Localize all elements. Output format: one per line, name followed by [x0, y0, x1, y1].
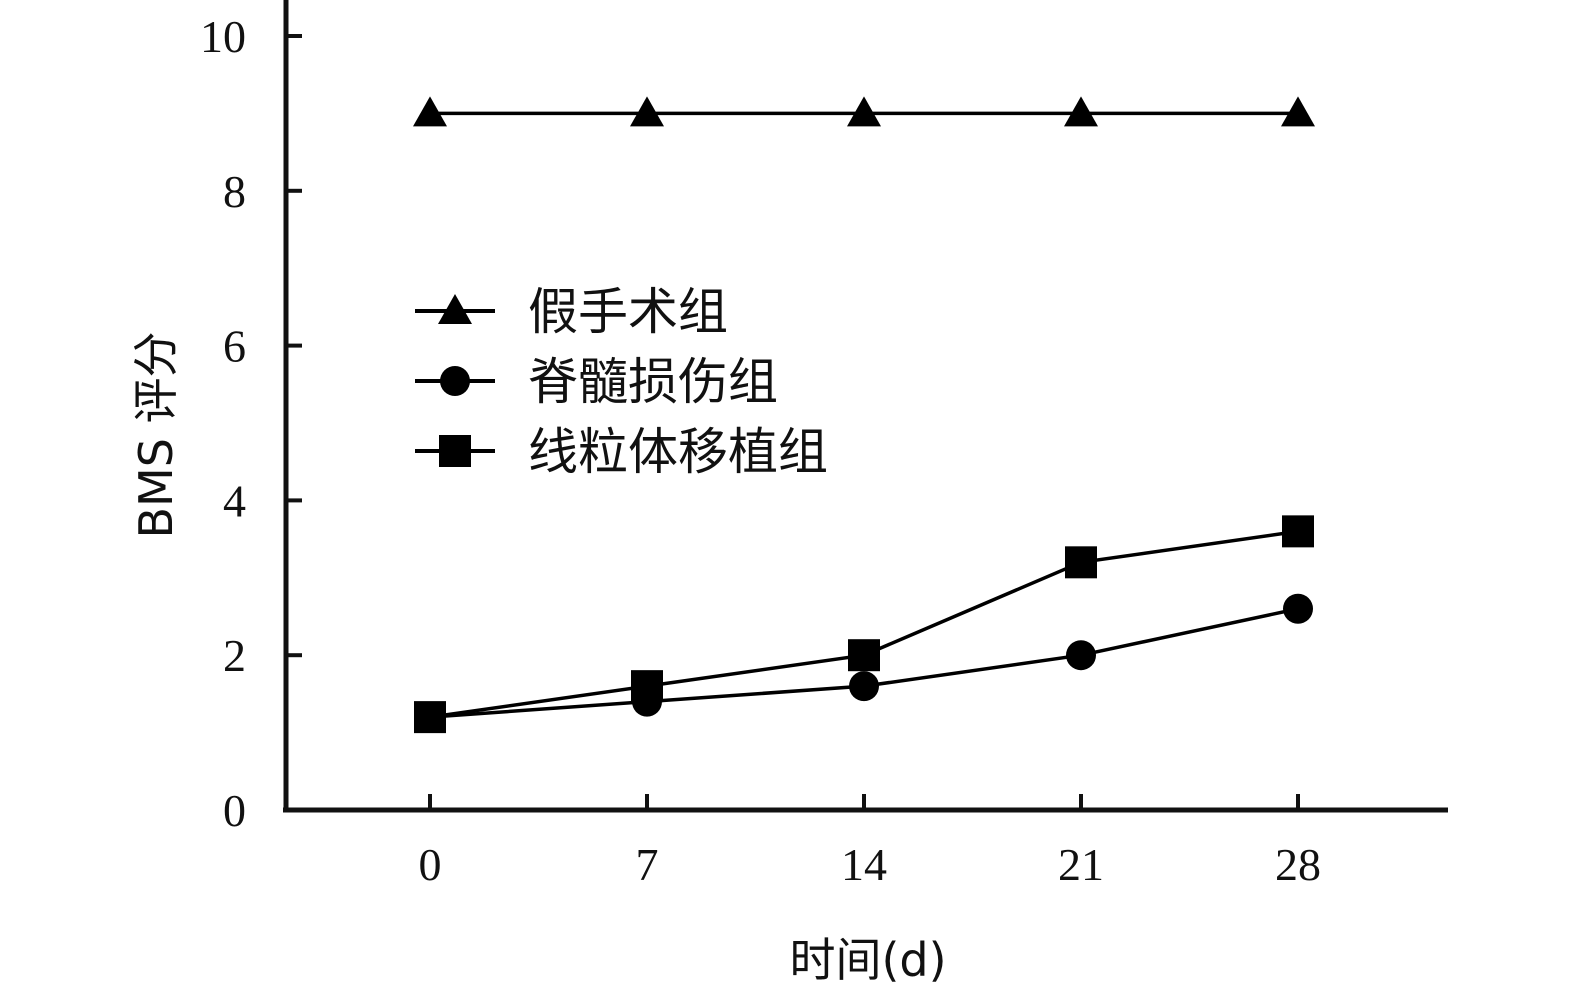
legend-label: 脊髓损伤组: [528, 353, 778, 411]
legend-label: 假手术组: [528, 283, 728, 341]
y-tick-label: 2: [223, 630, 246, 681]
data-point-triangle: [1064, 96, 1098, 127]
data-point-circle: [1283, 593, 1313, 624]
y-tick-label: 6: [223, 321, 246, 372]
legend-item: 脊髓损伤组: [415, 353, 778, 411]
y-tick-label: 8: [223, 166, 246, 217]
x-tick-label: 28: [1275, 839, 1321, 890]
data-point-square: [848, 639, 880, 672]
y-tick-label: 4: [223, 475, 246, 526]
series-triangle: [413, 96, 1315, 127]
x-axis-ticks: 0 7 14 21 28: [419, 794, 1321, 890]
y-axis-title: BMS 评分: [129, 331, 183, 538]
series-layer: [413, 96, 1315, 734]
legend-marker-triangle: [438, 294, 472, 324]
data-point-circle: [849, 671, 879, 702]
series-square: [414, 515, 1314, 734]
y-tick-label: 0: [223, 785, 246, 836]
x-axis-title: 时间(d): [789, 933, 946, 987]
data-point-circle: [1066, 640, 1096, 671]
x-tick-label: 14: [841, 839, 887, 890]
y-axis-ticks: 0 2 4 6 8 10: [200, 11, 302, 836]
data-point-square: [1065, 546, 1097, 579]
data-point-triangle: [413, 96, 447, 127]
x-tick-label: 0: [419, 839, 442, 890]
legend-label: 线粒体移植组: [528, 423, 828, 481]
x-tick-label: 21: [1058, 839, 1104, 890]
legend-marker-circle: [440, 366, 470, 396]
legend-item: 假手术组: [415, 283, 728, 341]
data-point-triangle: [1281, 96, 1315, 127]
legend-item: 线粒体移植组: [415, 423, 828, 481]
data-point-triangle: [630, 96, 664, 127]
legend-marker-square: [439, 435, 471, 467]
data-point-square: [1282, 515, 1314, 548]
data-point-square: [631, 670, 663, 703]
x-tick-label: 7: [636, 839, 659, 890]
data-point-square: [414, 701, 446, 734]
data-point-triangle: [847, 96, 881, 127]
y-tick-label: 10: [200, 11, 246, 62]
